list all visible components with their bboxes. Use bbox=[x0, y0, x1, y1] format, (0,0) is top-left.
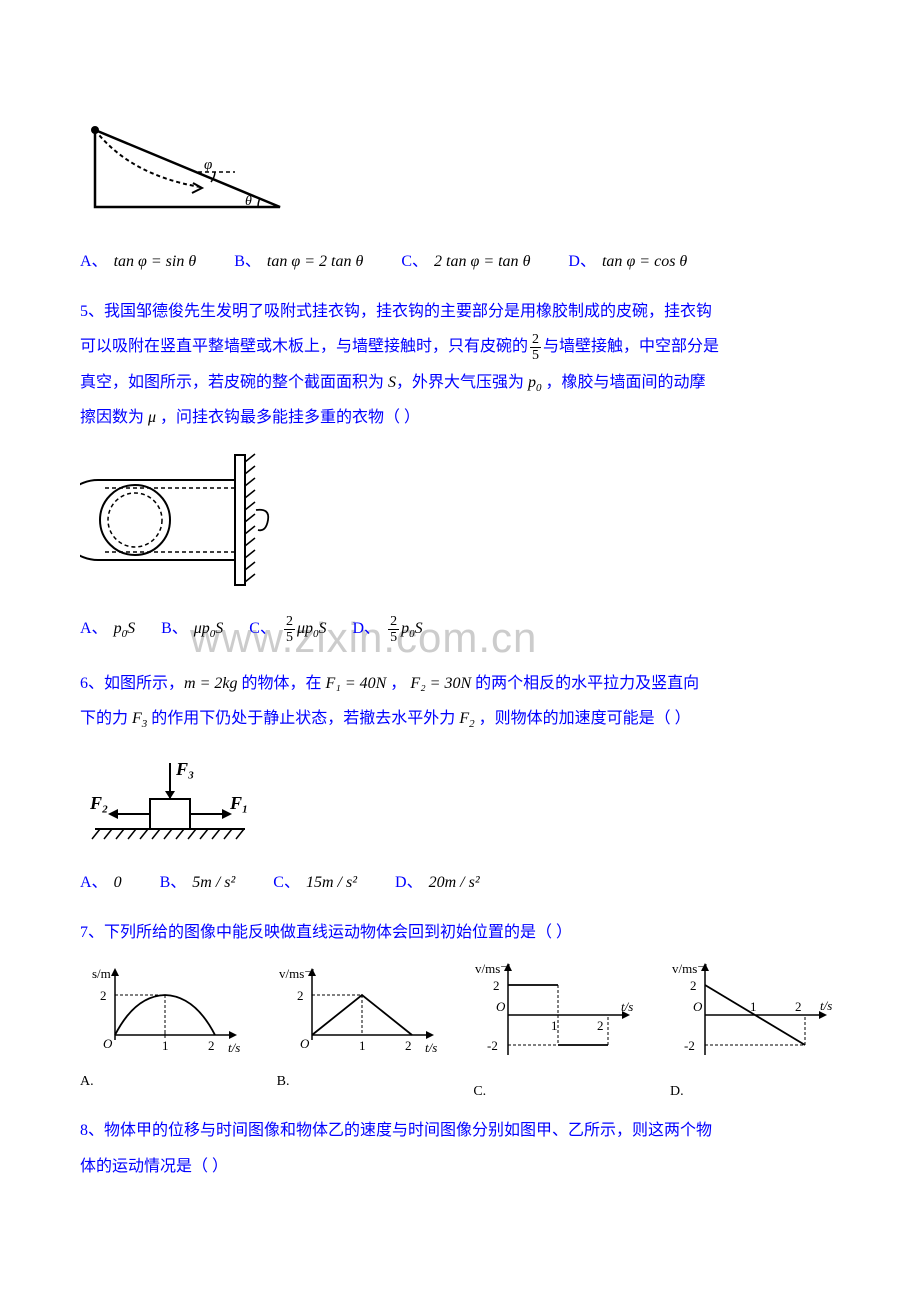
q5-text: 5、我国邹德俊先生发明了吸附式挂衣钩，挂衣钩的主要部分是用橡胶制成的皮碗，挂衣钩… bbox=[80, 294, 840, 435]
q7-text: 7、下列所给的图像中能反映做直线运动物体会回到初始位置的是（ ） bbox=[80, 915, 840, 950]
svg-text:s/m: s/m bbox=[92, 966, 111, 981]
q7-charts: s/m t/s 2 O 1 2 A. v/ms⁻¹ t/s 2 O 1 2 bbox=[80, 960, 840, 1103]
svg-text:-2: -2 bbox=[487, 1038, 498, 1053]
svg-text:v/ms⁻¹: v/ms⁻¹ bbox=[279, 966, 315, 981]
svg-text:2: 2 bbox=[690, 978, 697, 993]
q7-chart-b: v/ms⁻¹ t/s 2 O 1 2 B. bbox=[277, 960, 447, 1103]
svg-text:2: 2 bbox=[405, 1038, 412, 1053]
svg-text:2: 2 bbox=[597, 1018, 604, 1033]
svg-text:2: 2 bbox=[297, 988, 304, 1003]
svg-text:v/ms⁻¹: v/ms⁻¹ bbox=[672, 961, 708, 976]
svg-text:F₁: F₁ bbox=[229, 793, 248, 813]
svg-text:t/s: t/s bbox=[425, 1040, 437, 1055]
svg-text:O: O bbox=[496, 999, 506, 1014]
svg-text:φ: φ bbox=[204, 157, 212, 173]
svg-text:2: 2 bbox=[493, 978, 500, 993]
svg-text:θ: θ bbox=[245, 194, 252, 209]
q7-chart-c: v/ms⁻¹ t/s 2 -2 O 1 2 C. bbox=[473, 960, 643, 1103]
q5-diagram bbox=[80, 450, 840, 599]
svg-text:O: O bbox=[103, 1036, 113, 1051]
q6-diagram: F₃ F₂ F₁ bbox=[80, 751, 840, 855]
svg-text:t/s: t/s bbox=[820, 998, 832, 1013]
svg-text:v/ms⁻¹: v/ms⁻¹ bbox=[475, 961, 511, 976]
q6-options: A、0 B、5m / s² C、15m / s² D、20m / s² bbox=[80, 870, 840, 896]
q7-chart-d: v/ms⁻¹ t/s 2 -2 O 1 2 D. bbox=[670, 960, 840, 1103]
svg-text:1: 1 bbox=[359, 1038, 366, 1053]
svg-text:2: 2 bbox=[208, 1038, 215, 1053]
svg-text:1: 1 bbox=[551, 1018, 558, 1033]
svg-text:-2: -2 bbox=[684, 1038, 695, 1053]
svg-text:2: 2 bbox=[100, 988, 107, 1003]
q8-text: 8、物体甲的位移与时间图像和物体乙的速度与时间图像分别如图甲、乙所示，则这两个物… bbox=[80, 1113, 840, 1183]
svg-text:O: O bbox=[693, 999, 703, 1014]
q5-options: A、p0S B、μp0S C、25μp0S D、25p0S bbox=[80, 614, 840, 646]
q4-options: A、tan φ = sin θ B、tan φ = 2 tan θ C、2 ta… bbox=[80, 249, 840, 275]
svg-text:1: 1 bbox=[162, 1038, 169, 1053]
q6-text: 6、如图所示，m = 2kg 的物体，在 F₁ = 40N ， F₂ = 30N… bbox=[80, 666, 840, 737]
svg-text:2: 2 bbox=[795, 999, 802, 1014]
svg-text:t/s: t/s bbox=[228, 1040, 240, 1055]
svg-text:t/s: t/s bbox=[621, 999, 633, 1014]
q7-chart-a: s/m t/s 2 O 1 2 A. bbox=[80, 960, 250, 1103]
svg-text:F₂: F₂ bbox=[89, 793, 108, 813]
svg-text:F₃: F₃ bbox=[175, 759, 194, 779]
q4-diagram: φ θ bbox=[80, 115, 840, 234]
svg-text:O: O bbox=[300, 1036, 310, 1051]
